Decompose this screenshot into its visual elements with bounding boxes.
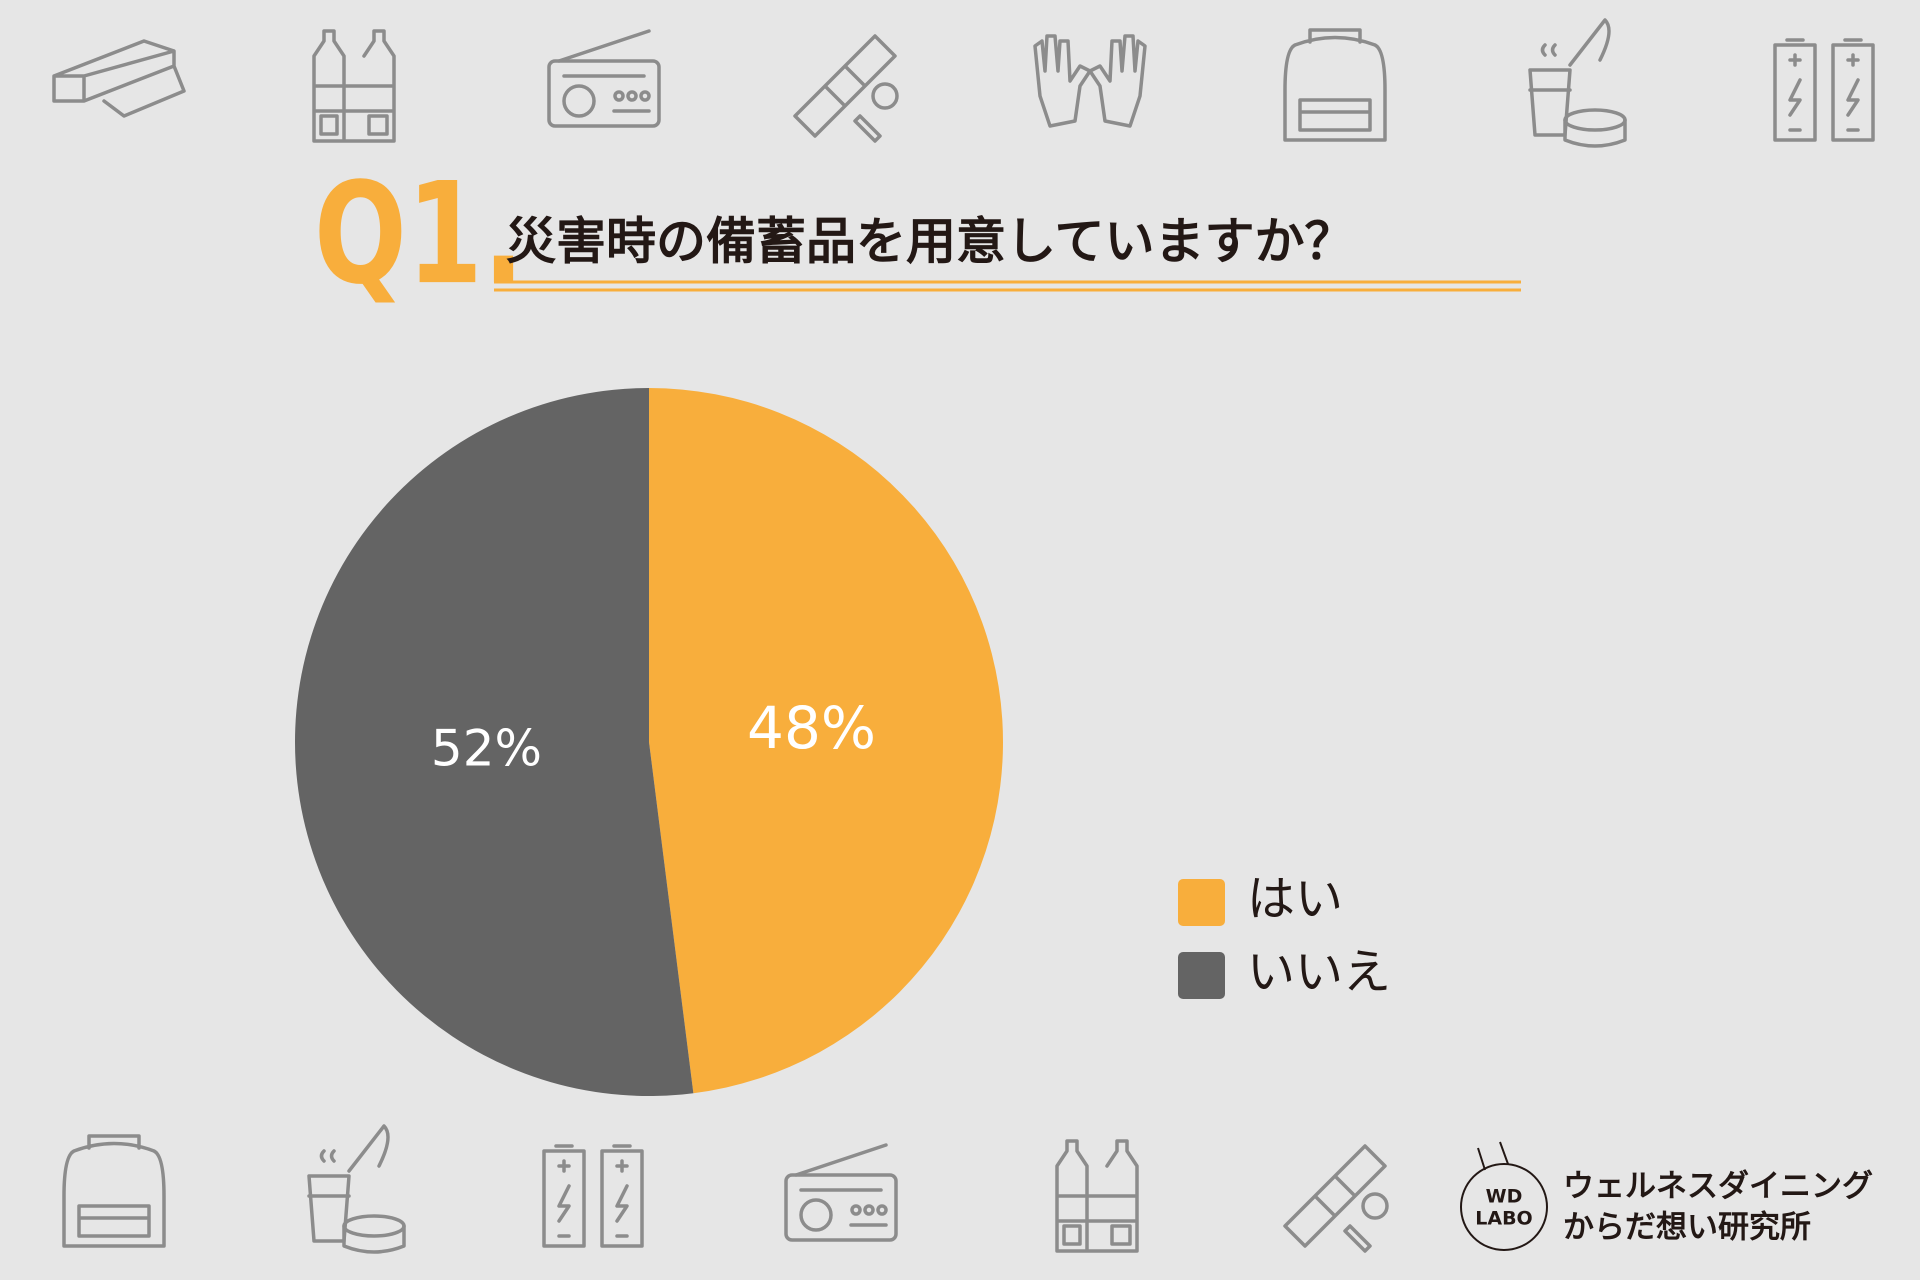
logo-circle xyxy=(1460,1163,1548,1251)
brand-name: ウェルネスダイニング xyxy=(1563,1169,1873,1205)
value-label: 48% xyxy=(747,694,876,762)
icon xyxy=(52,39,186,118)
logo-steam xyxy=(1477,1141,1509,1171)
icon xyxy=(312,29,396,143)
logo-mark: LABO xyxy=(1475,1208,1532,1230)
brand-name: からだ想い研究所 xyxy=(1563,1210,1811,1246)
icon xyxy=(547,29,661,128)
pie: 48% 52% xyxy=(295,388,1004,1096)
logo: WD LABO ウェルネスダイニング からだ想い研究所 xyxy=(1460,1141,1873,1251)
icon xyxy=(62,1134,166,1248)
icon xyxy=(1033,34,1147,128)
icon xyxy=(542,1144,644,1248)
value-label: 52% xyxy=(431,720,542,778)
pie-slice xyxy=(649,388,1004,1094)
legend-label: はい xyxy=(1247,871,1343,927)
pie-slice xyxy=(295,388,694,1096)
icon xyxy=(793,34,899,143)
question-number: Q1. xyxy=(314,152,524,316)
legend-label: いいえ xyxy=(1247,944,1391,1000)
chart-title: 災害時の備蓄品を用意していますか？ xyxy=(506,213,1355,271)
icon xyxy=(1283,1144,1389,1253)
logo-mark: WD xyxy=(1486,1186,1523,1208)
icon xyxy=(784,1143,898,1242)
icon xyxy=(1773,38,1875,142)
icon xyxy=(1528,18,1627,148)
icon xyxy=(1283,28,1387,142)
icon xyxy=(1055,1139,1139,1253)
legend-swatch xyxy=(1178,952,1225,999)
icon xyxy=(307,1124,406,1254)
legend-swatch xyxy=(1178,879,1225,926)
